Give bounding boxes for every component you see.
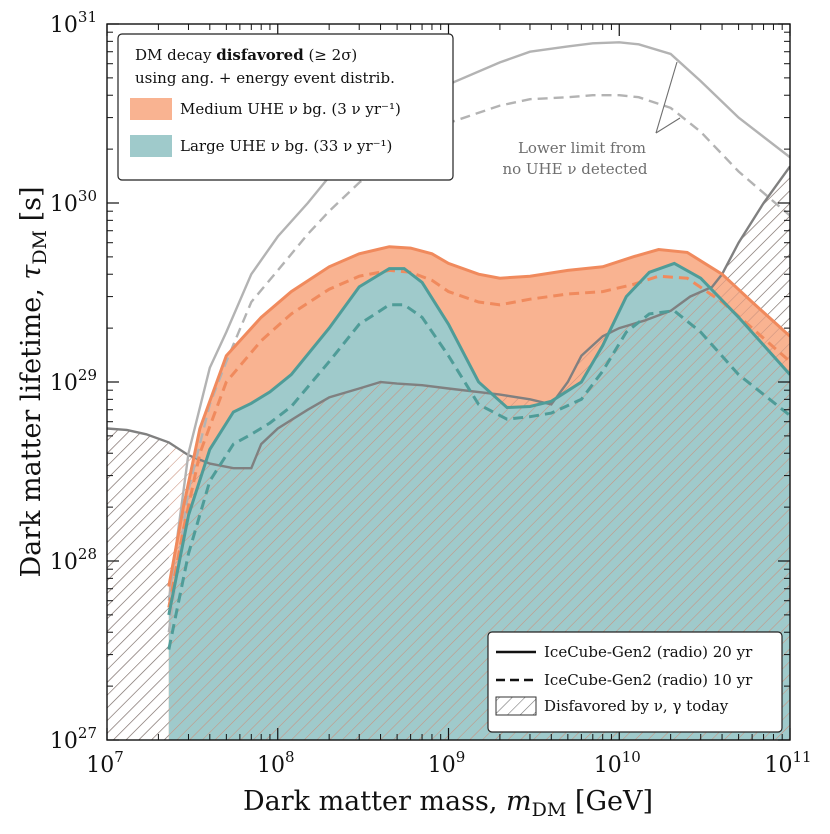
annotation-pointer (655, 117, 681, 134)
lower-limit-annotation: Lower limit from no UHE ν detected (502, 61, 681, 178)
large-bg-20yr-line (167, 261, 790, 616)
medium-bg-10yr-line (167, 268, 790, 608)
legend-swatch-medium (130, 98, 172, 120)
y-tick-label: 1028 (50, 545, 97, 575)
medium-bg-20yr-line (167, 245, 790, 587)
annotation-line-2: no UHE ν detected (502, 160, 647, 178)
annotation-pointer (655, 61, 678, 134)
y-tick-label: 1029 (50, 366, 97, 396)
y-axis-title: Dark matter lifetime, τDM [s] (16, 186, 51, 577)
legend-hatch-sample (495, 696, 537, 716)
annotation-line-1: Lower limit from (518, 139, 646, 157)
x-axis-title: Dark matter mass, mDM [GeV] (243, 786, 653, 821)
legend-top-title-line2: using ang. + energy event distrib. (135, 69, 395, 87)
legend-swatch-large (130, 135, 172, 157)
y-tick-label: 1027 (50, 724, 97, 754)
legend-label-disfavored: Disfavored by ν, γ today (544, 697, 729, 715)
legend-top: DM decay disfavored (≥ 2σ) using ang. + … (117, 33, 454, 181)
x-tick-label: 1011 (764, 748, 811, 778)
legend-top-box (117, 33, 454, 181)
x-tick-label: 1010 (594, 748, 641, 778)
disfavored-hatch-right (712, 166, 790, 337)
legend-label-20yr: IceCube-Gen2 (radio) 20 yr (544, 643, 753, 661)
disfavored-hatch-left (107, 428, 169, 740)
x-tick-label: 108 (257, 748, 295, 778)
legend-bottom: IceCube-Gen2 (radio) 20 yr IceCube-Gen2 … (487, 631, 783, 733)
legend-label-large: Large UHE ν bg. (33 ν yr⁻¹) (180, 137, 392, 155)
legend-label-10yr: IceCube-Gen2 (radio) 10 yr (544, 671, 753, 689)
legend-bottom-box (487, 631, 783, 733)
disfavored-boundary-line (107, 165, 790, 470)
y-tick-label: 1031 (50, 8, 97, 38)
y-tick-label: 1030 (50, 187, 97, 217)
legend-label-medium: Medium UHE ν bg. (3 ν yr⁻¹) (180, 100, 401, 118)
disfavored-hatch-region (107, 166, 790, 740)
x-tick-label: 107 (86, 748, 124, 778)
large-bg-10yr-line (167, 303, 790, 650)
legend-top-title-line1: DM decay disfavored (≥ 2σ) (135, 46, 357, 64)
x-tick-label: 109 (428, 748, 466, 778)
